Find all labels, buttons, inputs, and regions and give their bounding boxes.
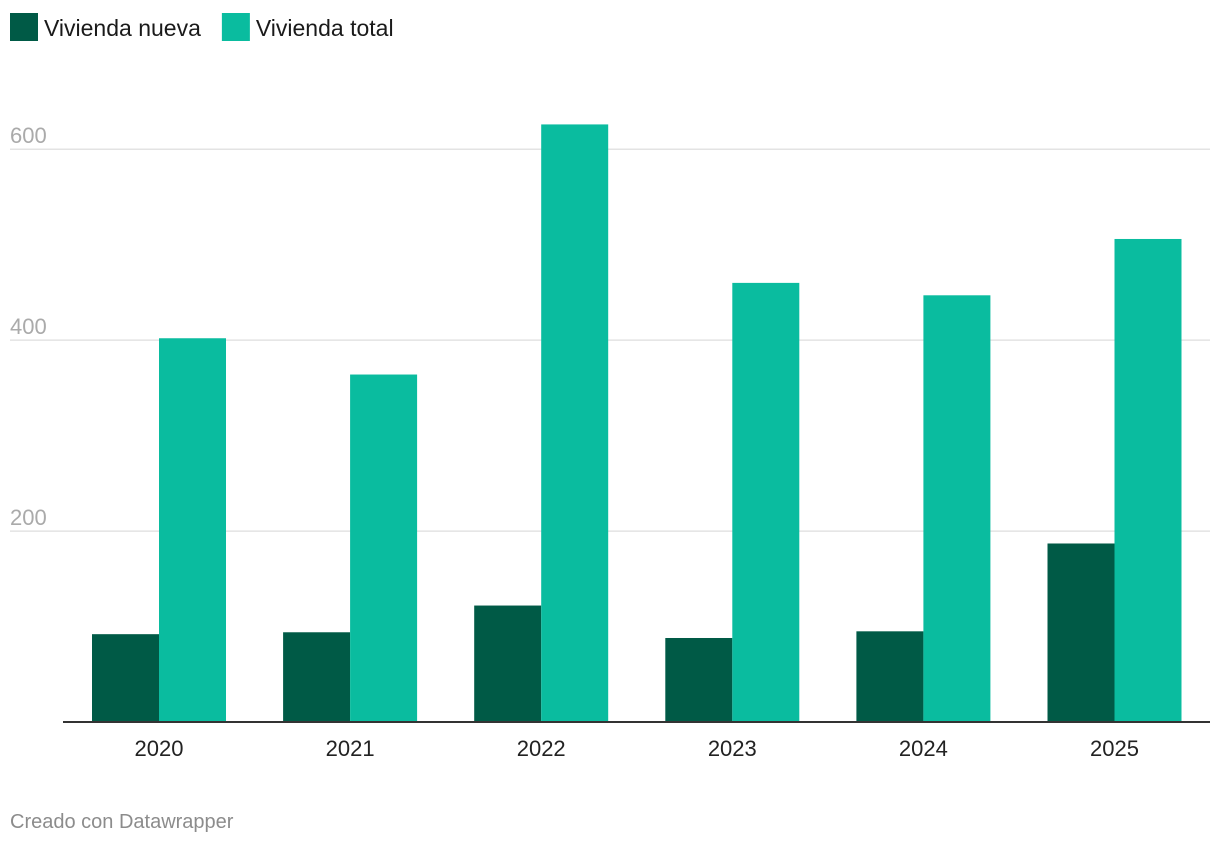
legend-label-0: Vivienda nueva xyxy=(44,15,201,41)
x-axis: 2020 2021 2022 2023 2024 2025 xyxy=(135,736,1139,761)
legend-swatch-0 xyxy=(10,13,38,41)
y-axis: 200 400 600 xyxy=(10,123,47,530)
legend-label-1: Vivienda total xyxy=(256,15,394,41)
y-tick-label-400: 400 xyxy=(10,314,47,339)
x-tick-label-2020: 2020 xyxy=(135,736,184,761)
bar-vivienda-total-2023 xyxy=(732,282,800,722)
bar-vivienda-total-2025 xyxy=(1114,238,1182,722)
y-tick-label-600: 600 xyxy=(10,123,47,148)
bars xyxy=(92,124,1182,722)
x-tick-label-2023: 2023 xyxy=(708,736,757,761)
bar-vivienda-nueva-2023 xyxy=(665,637,733,722)
bar-vivienda-total-2021 xyxy=(350,374,418,722)
y-tick-label-200: 200 xyxy=(10,505,47,530)
x-tick-label-2022: 2022 xyxy=(517,736,566,761)
bar-vivienda-total-2022 xyxy=(541,124,609,722)
bar-vivienda-total-2024 xyxy=(923,295,991,722)
bar-vivienda-nueva-2022 xyxy=(474,605,542,722)
bar-vivienda-nueva-2020 xyxy=(92,634,159,722)
bar-vivienda-nueva-2025 xyxy=(1047,543,1115,722)
x-tick-label-2024: 2024 xyxy=(899,736,948,761)
x-tick-label-2021: 2021 xyxy=(326,736,375,761)
bar-vivienda-nueva-2024 xyxy=(856,631,924,722)
footer-credit: Creado con Datawrapper xyxy=(10,811,234,833)
legend: Vivienda nueva Vivienda total xyxy=(10,13,394,41)
legend-swatch-1 xyxy=(221,13,250,41)
x-tick-label-2025: 2025 xyxy=(1090,736,1139,761)
bar-vivienda-nueva-2021 xyxy=(283,632,351,722)
bar-vivienda-total-2020 xyxy=(159,338,226,722)
